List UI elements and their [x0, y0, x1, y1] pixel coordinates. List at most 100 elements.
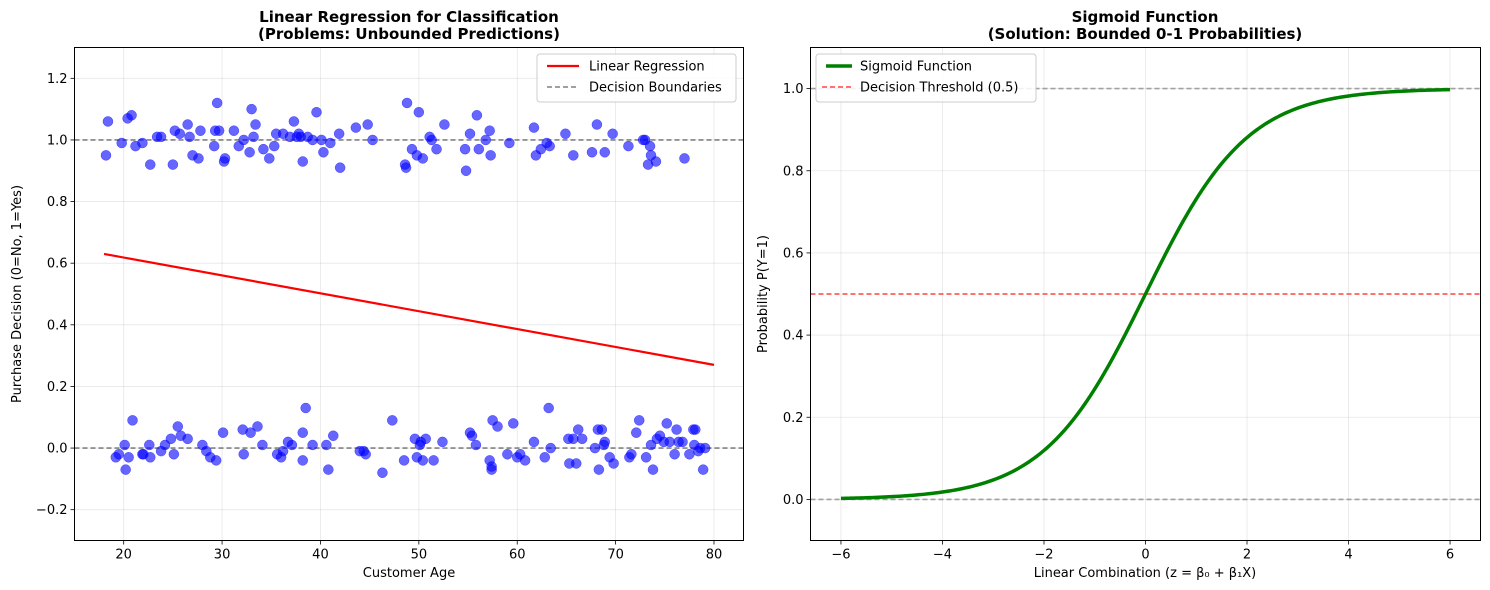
- left-legend: Linear Regression Decision Boundaries: [536, 53, 737, 103]
- scatter-point-class0-74: [572, 424, 584, 435]
- linear-regression-panel: 20 30 40 50 60 70 80 −0.2 0.0 0.2 0.4 0.6 0.8 1.0 1.2…: [10, 8, 744, 581]
- right-xtick-label-2: −2: [1034, 548, 1053, 563]
- scatter-point-class0-83: [608, 458, 619, 469]
- scatter-point-class0-87: [633, 415, 645, 426]
- scatter-point-class0-72: [568, 433, 579, 445]
- scatter-point-class1-63: [439, 119, 450, 130]
- scatter-point-class1-23: [219, 153, 231, 164]
- scatter-point-class1-68: [473, 143, 485, 155]
- scatter-point-class0-100: [684, 448, 695, 460]
- scatter-point-class1-77: [544, 140, 555, 152]
- left-xtick-label-4: 60: [509, 548, 526, 563]
- scatter-point-class1-14: [184, 131, 195, 143]
- right-y-ticks: 0.0 0.2 0.4 0.6 0.8 1.0: [783, 82, 811, 508]
- scatter-point-class1-9: [155, 131, 167, 143]
- scatter-point-class1-29: [248, 131, 259, 143]
- scatter-point-class0-49: [417, 455, 429, 466]
- scatter-point-class0-25: [252, 421, 263, 432]
- scatter-point-class1-44: [311, 106, 322, 118]
- scatter-point-class1-0: [100, 150, 112, 161]
- scatter-point-class1-54: [400, 162, 412, 173]
- scatter-point-class1-28: [246, 103, 257, 115]
- scatter-point-class1-12: [174, 128, 186, 140]
- scatter-point-class0-65: [519, 455, 531, 466]
- right-xtick-label-3: 0: [1141, 548, 1149, 563]
- scatter-point-class0-52: [437, 436, 448, 448]
- scatter-point-class0-99: [677, 436, 688, 448]
- scatter-point-class0-29: [277, 445, 289, 457]
- sigmoid-curve: [840, 87, 1451, 501]
- scatter-point-class0-94: [661, 418, 673, 429]
- scatter-point-class1-4: [126, 110, 137, 121]
- scatter-point-class0-66: [528, 436, 540, 448]
- scatter-point-class0-32: [297, 455, 308, 466]
- legend-label-decision-threshold: Decision Threshold (0.5): [860, 81, 1019, 96]
- scatter-point-class0-21: [217, 427, 229, 438]
- scatter-point-class0-23: [238, 448, 249, 460]
- scatter-point-class1-50: [350, 122, 362, 133]
- right-title-line1: Sigmoid Function: [1072, 8, 1219, 26]
- scatter-point-class0-16: [182, 433, 193, 445]
- scatter-point-class0-36: [321, 439, 332, 451]
- scatter-point-class1-90: [650, 156, 662, 167]
- left-x-ticks: 20 30 40 50 60 70 80: [115, 540, 722, 563]
- scatter-point-class0-4: [123, 452, 134, 463]
- scatter-point-class1-66: [464, 128, 476, 140]
- scatter-point-class1-73: [528, 122, 540, 133]
- legend-label-decision-boundaries: Decision Boundaries: [589, 81, 722, 96]
- scatter-point-class0-68: [543, 402, 554, 414]
- scatter-point-class1-17: [195, 125, 206, 136]
- scatter-point-class0-1: [113, 448, 125, 460]
- right-ytick-label-3: 0.6: [783, 246, 804, 261]
- scatter-point-class1-64: [459, 143, 471, 155]
- left-ytick-label-1: 0.0: [47, 442, 68, 457]
- right-x-axis-label: Linear Combination (z = β₀ + β₁X): [1034, 566, 1257, 581]
- scatter-point-class0-62: [508, 418, 519, 429]
- scatter-point-class1-71: [485, 150, 496, 161]
- right-legend: Sigmoid Function Decision Threshold (0.5…: [815, 53, 1037, 103]
- scatter-point-class1-27: [244, 147, 255, 158]
- right-ytick-label-1: 0.2: [783, 411, 804, 426]
- scatter-point-class0-24: [245, 427, 256, 438]
- scatter-point-class0-13: [168, 448, 180, 460]
- scatter-point-class0-55: [470, 439, 482, 451]
- sigmoid-panel: −6 −4 −2 0 2 4 6 0.0 0.2 0.4 0.6 0.8 1.0 Sigmoid Fu…: [756, 8, 1481, 581]
- left-title-line1: Linear Regression for Classification: [259, 8, 559, 26]
- scatter-point-class0-54: [466, 430, 478, 441]
- scatter-point-class0-8: [144, 439, 155, 451]
- scatter-point-class1-81: [591, 119, 603, 130]
- scatter-point-class0-97: [671, 424, 682, 435]
- scatter-point-class1-62: [431, 143, 442, 155]
- scatter-point-class0-85: [626, 448, 637, 460]
- left-scatter-points: [100, 97, 711, 478]
- left-ytick-label-6: 1.0: [47, 133, 68, 148]
- scatter-point-class1-65: [460, 165, 472, 176]
- scatter-point-class1-26: [238, 134, 249, 146]
- scatter-point-class1-79: [568, 150, 579, 161]
- scatter-point-class0-76: [589, 442, 601, 454]
- scatter-point-class1-32: [264, 153, 275, 164]
- scatter-point-class1-59: [417, 153, 429, 164]
- left-xtick-label-0: 20: [115, 548, 132, 563]
- scatter-point-class0-12: [165, 433, 177, 445]
- scatter-point-class1-20: [211, 97, 223, 109]
- right-legend-box: [815, 53, 1037, 103]
- left-grid: [74, 47, 744, 541]
- right-sigmoid-curve-group: [840, 87, 1451, 501]
- scatter-point-class1-83: [607, 128, 618, 140]
- scatter-point-class0-9: [145, 452, 156, 463]
- scatter-point-class1-33: [268, 140, 280, 152]
- scatter-point-class0-3: [120, 464, 131, 475]
- scatter-point-class0-69: [545, 442, 556, 454]
- scatter-point-class0-2: [119, 439, 130, 451]
- scatter-point-class1-78: [560, 128, 571, 140]
- legend-label-sigmoid-function: Sigmoid Function: [860, 60, 972, 75]
- scatter-point-class1-45: [316, 134, 327, 146]
- left-legend-box: [536, 53, 737, 103]
- scatter-point-class1-6: [137, 137, 148, 149]
- scatter-point-class1-16: [193, 153, 204, 164]
- scatter-point-class1-24: [228, 125, 240, 136]
- scatter-point-class0-95: [664, 436, 675, 448]
- legend-label-linear-regression: Linear Regression: [589, 60, 705, 75]
